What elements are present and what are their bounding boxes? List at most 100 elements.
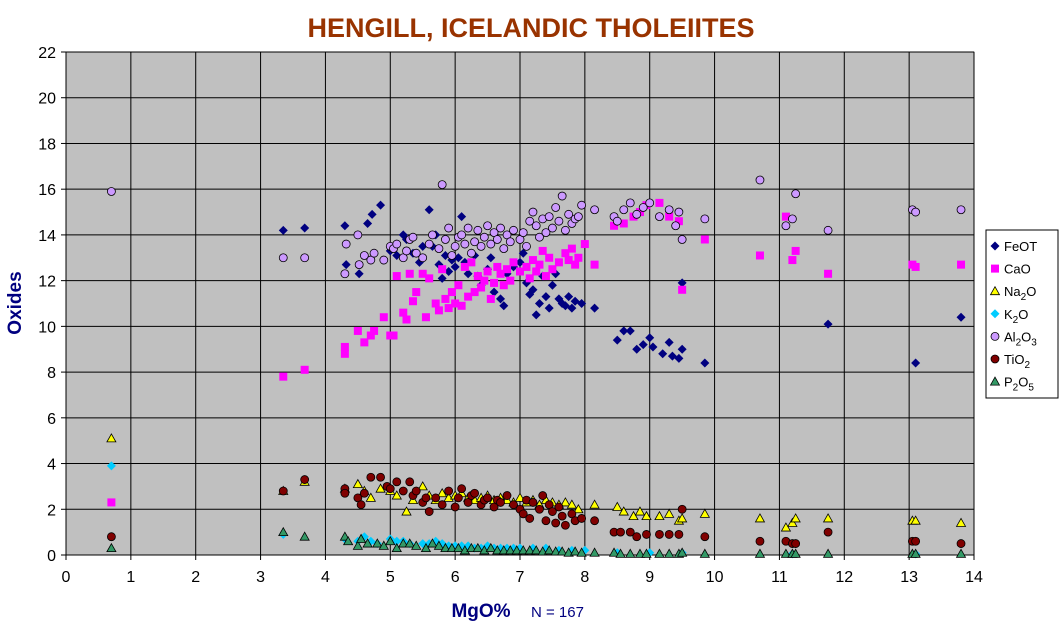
data-point xyxy=(700,532,710,542)
data-point xyxy=(379,313,388,322)
data-point xyxy=(554,258,563,267)
data-point xyxy=(754,548,766,558)
data-point xyxy=(518,509,528,519)
data-point xyxy=(566,499,578,509)
data-point xyxy=(447,251,457,260)
data-point xyxy=(571,260,580,269)
data-point xyxy=(509,258,518,267)
data-point xyxy=(590,260,599,269)
data-point xyxy=(467,258,476,267)
data-point xyxy=(464,292,473,301)
data-point xyxy=(427,538,438,548)
data-point xyxy=(354,260,364,270)
data-point xyxy=(531,221,541,231)
data-point xyxy=(674,217,683,226)
data-point xyxy=(389,331,398,340)
data-point xyxy=(438,265,447,274)
data-point xyxy=(956,539,966,548)
data-point xyxy=(544,212,554,222)
data-point xyxy=(641,548,652,558)
data-point xyxy=(564,209,574,219)
data-point xyxy=(574,253,583,262)
data-point xyxy=(457,212,467,222)
data-point xyxy=(619,326,629,336)
data-point xyxy=(480,276,489,285)
data-point xyxy=(956,205,966,215)
data-point xyxy=(573,503,584,514)
data-point xyxy=(791,539,801,548)
data-points xyxy=(106,175,967,559)
data-point xyxy=(518,248,528,258)
data-point xyxy=(590,516,599,526)
data-point xyxy=(528,207,538,217)
data-point xyxy=(589,499,600,509)
data-point xyxy=(619,219,628,228)
data-point xyxy=(352,478,364,489)
data-point xyxy=(955,548,967,558)
data-point xyxy=(618,506,629,516)
data-point xyxy=(538,491,548,500)
data-point xyxy=(674,353,684,363)
legend-label: Na2O xyxy=(1004,284,1036,303)
data-point xyxy=(505,237,515,247)
legend-marker xyxy=(990,241,1000,251)
data-point xyxy=(434,244,444,254)
x-tick-label: 2 xyxy=(191,569,200,586)
data-point xyxy=(441,294,450,303)
data-point xyxy=(538,246,547,255)
data-point xyxy=(367,209,377,219)
data-point xyxy=(531,310,541,320)
data-point xyxy=(664,205,674,215)
data-point xyxy=(541,228,551,238)
data-point xyxy=(485,542,496,553)
data-point xyxy=(612,501,623,511)
data-point xyxy=(781,221,791,231)
data-point xyxy=(625,527,635,537)
data-point xyxy=(957,260,966,269)
data-point xyxy=(411,248,421,258)
data-point xyxy=(437,273,447,283)
data-point xyxy=(955,517,967,527)
legend-marker xyxy=(990,309,1000,319)
x-tick-label: 10 xyxy=(706,569,724,586)
data-point xyxy=(678,285,687,294)
data-point xyxy=(503,265,512,274)
x-tick-label: 0 xyxy=(62,569,71,586)
data-point xyxy=(528,285,538,295)
data-point xyxy=(564,256,573,265)
data-point xyxy=(359,488,369,498)
data-point xyxy=(486,239,496,249)
data-point xyxy=(548,223,557,233)
data-point xyxy=(531,545,542,555)
data-point xyxy=(366,472,376,482)
x-tick-label: 13 xyxy=(900,569,918,586)
data-point xyxy=(528,498,538,507)
data-point xyxy=(421,493,431,503)
data-point xyxy=(355,533,367,543)
data-point xyxy=(300,365,309,374)
data-point xyxy=(378,540,389,550)
data-point xyxy=(450,502,460,512)
data-point xyxy=(353,230,363,240)
data-point xyxy=(411,540,422,550)
data-point xyxy=(518,228,528,238)
y-tick-label: 12 xyxy=(38,274,56,291)
data-point xyxy=(434,306,443,315)
data-point xyxy=(547,280,557,290)
data-point xyxy=(278,486,288,496)
data-point xyxy=(279,372,288,381)
data-point xyxy=(424,507,434,516)
data-point xyxy=(638,340,648,350)
data-point xyxy=(535,260,544,269)
data-point xyxy=(453,493,463,503)
data-point xyxy=(372,538,383,548)
data-point xyxy=(610,221,619,230)
y-tick-label: 2 xyxy=(47,502,56,519)
data-point xyxy=(278,253,288,263)
legend-label: Al2O3 xyxy=(1004,329,1037,348)
data-point xyxy=(404,538,415,548)
data-point xyxy=(612,335,622,345)
data-point xyxy=(299,531,310,541)
data-point xyxy=(911,207,921,217)
